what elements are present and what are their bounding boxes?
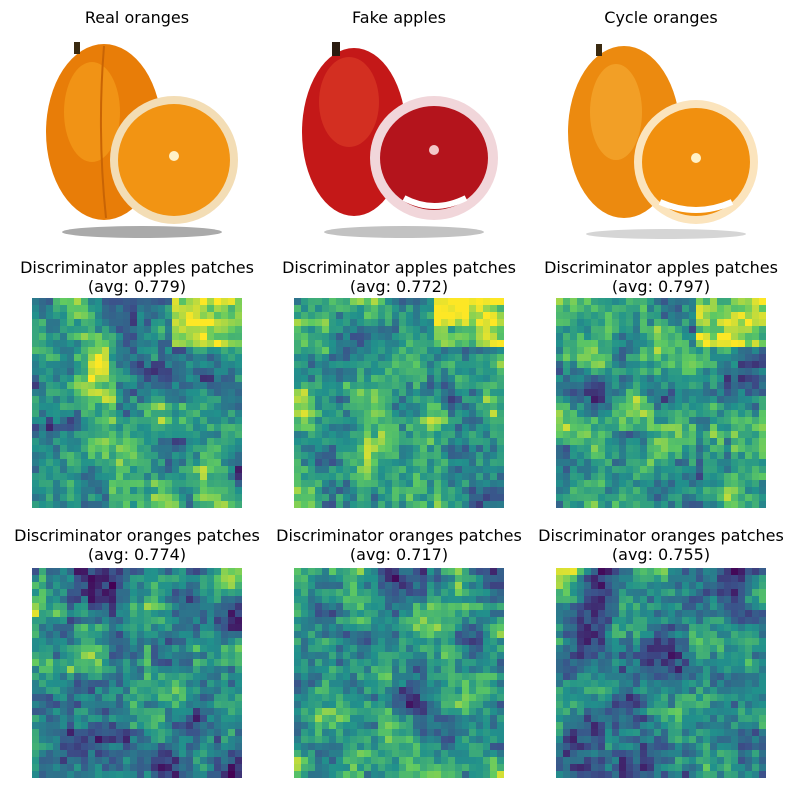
title-disc-apples-3: Discriminator apples patches (avg: 0.797… (524, 258, 797, 296)
heatmap-apples-real (32, 298, 242, 508)
title-line1: Discriminator apples patches (282, 258, 516, 277)
heatmap-oranges-cycle (556, 568, 766, 778)
title-line1: Discriminator apples patches (544, 258, 778, 277)
title-cycle-oranges: Cycle oranges (604, 8, 718, 27)
title-avg: (avg: 0.797) (611, 277, 711, 296)
heatmap-apples-cycle (556, 298, 766, 508)
cycle-oranges-image (556, 32, 766, 242)
real-oranges-image (32, 32, 242, 242)
title-avg: (avg: 0.779) (87, 277, 187, 296)
title-line1: Discriminator oranges patches (538, 526, 784, 545)
title-disc-oranges-3: Discriminator oranges patches (avg: 0.75… (524, 526, 797, 564)
heatmap-oranges-real (32, 568, 242, 778)
title-avg: (avg: 0.772) (349, 277, 449, 296)
title-avg: (avg: 0.774) (87, 545, 187, 564)
title-disc-oranges-1: Discriminator oranges patches (avg: 0.77… (0, 526, 274, 564)
title-disc-oranges-2: Discriminator oranges patches (avg: 0.71… (262, 526, 536, 564)
title-fake-apples: Fake apples (352, 8, 446, 27)
heatmap-apples-fake (294, 298, 504, 508)
heatmap-oranges-fake (294, 568, 504, 778)
title-disc-apples-1: Discriminator apples patches (avg: 0.779… (0, 258, 274, 296)
title-line1: Discriminator oranges patches (276, 526, 522, 545)
fake-apples-image (294, 32, 504, 242)
title-avg: (avg: 0.755) (611, 545, 711, 564)
title-line1: Discriminator oranges patches (14, 526, 260, 545)
title-disc-apples-2: Discriminator apples patches (avg: 0.772… (262, 258, 536, 296)
title-avg: (avg: 0.717) (349, 545, 449, 564)
title-real-oranges: Real oranges (84, 8, 190, 27)
title-line1: Discriminator apples patches (20, 258, 254, 277)
